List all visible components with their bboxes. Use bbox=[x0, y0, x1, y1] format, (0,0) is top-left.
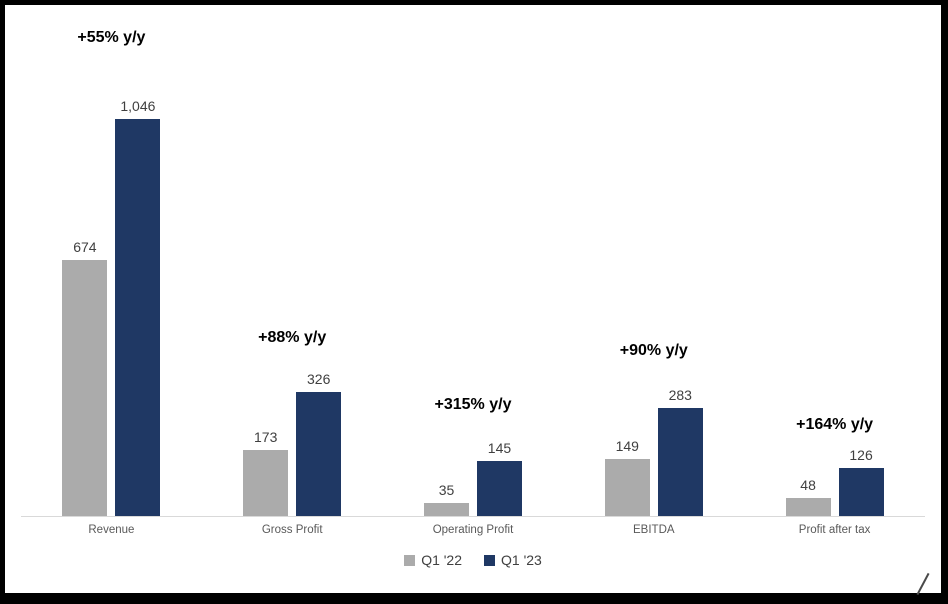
corner-mark bbox=[916, 572, 930, 596]
plot-area: 674 1,046 +55% y/y 173 326 +88% y/y 35 145 +315%… bbox=[21, 17, 925, 517]
bar-group: 48 126 +164% y/y bbox=[744, 17, 925, 516]
legend-item: Q1 '22 bbox=[404, 552, 462, 568]
bar-group: 149 283 +90% y/y bbox=[563, 17, 744, 516]
value-label: 173 bbox=[254, 429, 278, 445]
category-label: Operating Profit bbox=[432, 524, 514, 536]
bar bbox=[657, 408, 703, 516]
bar-column: 48 bbox=[785, 477, 831, 516]
bar-group: 35 145 +315% y/y bbox=[383, 17, 564, 516]
bar bbox=[785, 498, 831, 516]
bar-column: 326 bbox=[296, 371, 342, 516]
bar-column: 283 bbox=[657, 387, 703, 516]
bar bbox=[243, 450, 289, 516]
category-label: Profit after tax bbox=[798, 524, 871, 536]
bar-column: 674 bbox=[62, 239, 108, 516]
bar-column: 35 bbox=[423, 482, 469, 516]
bar-column: 1,046 bbox=[115, 98, 161, 516]
value-label: 35 bbox=[438, 482, 455, 498]
value-label: 326 bbox=[307, 371, 331, 387]
bar-group: 173 326 +88% y/y bbox=[202, 17, 383, 516]
value-label: 48 bbox=[800, 477, 816, 493]
growth-annotation: +315% y/y bbox=[434, 396, 512, 413]
legend: Q1 '22 Q1 '23 bbox=[5, 552, 941, 568]
bar bbox=[476, 461, 522, 516]
value-label: 149 bbox=[615, 438, 639, 454]
growth-annotation: +90% y/y bbox=[619, 342, 688, 359]
bar-column: 126 bbox=[838, 447, 884, 516]
legend-label: Q1 '22 bbox=[421, 552, 462, 568]
category-axis: Revenue Gross Profit Operating Profit EBITD… bbox=[21, 517, 925, 536]
value-label: 283 bbox=[668, 387, 692, 403]
bar bbox=[423, 503, 469, 516]
bar-column: 149 bbox=[604, 438, 650, 516]
bar bbox=[62, 260, 108, 516]
bar bbox=[838, 468, 884, 516]
value-label: 1,046 bbox=[120, 98, 156, 114]
growth-annotation: +88% y/y bbox=[258, 329, 327, 346]
growth-annotation: +55% y/y bbox=[77, 29, 146, 46]
bar bbox=[115, 119, 161, 516]
value-label: 145 bbox=[487, 440, 512, 456]
legend-label: Q1 '23 bbox=[501, 552, 542, 568]
category-label: Revenue bbox=[88, 524, 135, 536]
bar bbox=[296, 392, 342, 516]
bar-column: 145 bbox=[476, 440, 522, 516]
bar-column: 173 bbox=[243, 429, 289, 516]
category-label: EBITDA bbox=[633, 524, 675, 536]
legend-swatch-icon bbox=[404, 554, 416, 566]
value-label: 126 bbox=[849, 447, 873, 463]
grouped-bar-chart: 674 1,046 +55% y/y 173 326 +88% y/y 35 145 +315%… bbox=[5, 5, 941, 596]
legend-item: Q1 '23 bbox=[484, 552, 542, 568]
category-label: Gross Profit bbox=[261, 524, 323, 536]
value-label: 674 bbox=[73, 239, 97, 255]
bar bbox=[604, 459, 650, 516]
growth-annotation: +164% y/y bbox=[796, 416, 874, 433]
bar-group: 674 1,046 +55% y/y bbox=[21, 17, 202, 516]
legend-swatch-icon bbox=[484, 554, 495, 566]
